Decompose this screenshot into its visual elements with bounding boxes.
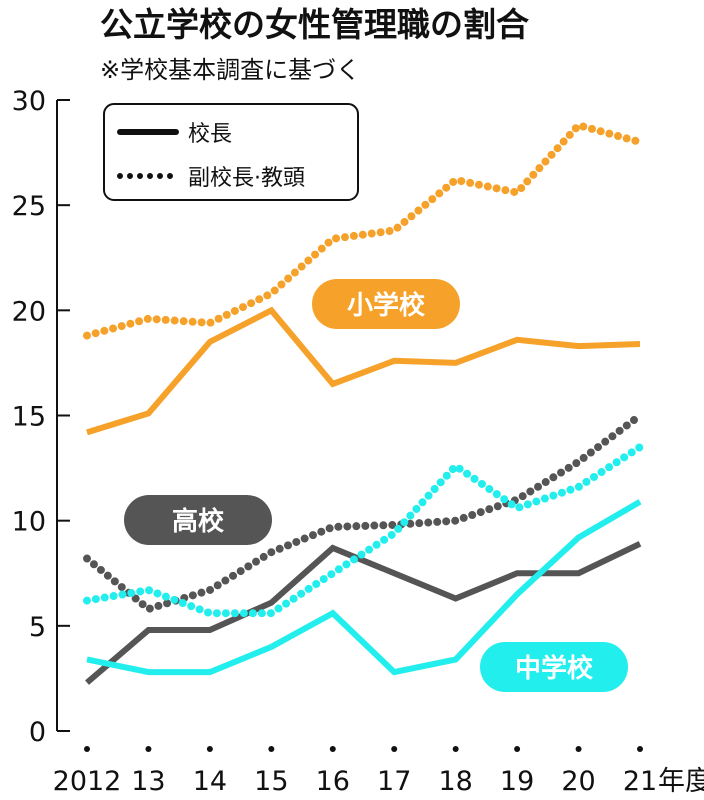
- x-tick-dot: [206, 746, 213, 752]
- x-unit-label: 年度: [658, 766, 704, 797]
- legend: 校長 副校長·教頭: [103, 103, 359, 201]
- x-tick-label: 15: [254, 766, 288, 797]
- series-line-中学校-校長: [86, 499, 642, 676]
- y-tick-label: 0: [29, 717, 46, 748]
- x-tick-dot: [391, 746, 398, 752]
- series-line-小学校-副校長·教頭: [83, 120, 644, 340]
- chart-subtitle: ※学校基本調査に基づく: [100, 56, 360, 84]
- series-line-中学校-副校長·教頭: [83, 443, 644, 618]
- y-tick-label: 30: [12, 86, 46, 117]
- x-tick-dot: [268, 746, 275, 752]
- y-tick-label: 20: [12, 296, 46, 327]
- x-tick-label: 14: [193, 766, 227, 797]
- x-tick-dot: [145, 746, 152, 752]
- series-line-高校-副校長·教頭: [83, 411, 644, 614]
- series-line-小学校-校長: [86, 306, 641, 436]
- x-tick-label: 20: [561, 766, 595, 797]
- x-tick-label: 21: [623, 766, 657, 797]
- group-pill: [124, 495, 272, 545]
- x-tick-label: 2012: [53, 766, 122, 797]
- chart-title: 公立学校の女性管理職の割合: [100, 5, 529, 44]
- legend-label-vice: 副校長·教頭: [188, 166, 305, 191]
- plot-lines: [83, 120, 644, 685]
- y-tick-label: 15: [12, 402, 46, 433]
- x-tick-label: 13: [131, 766, 165, 797]
- x-tick-label: 18: [438, 766, 472, 797]
- group-label: 高校: [172, 506, 225, 537]
- x-tick-dot: [514, 746, 521, 752]
- series-line-高校-校長: [85, 541, 642, 685]
- x-tick-dot: [84, 746, 90, 752]
- x-tick-label: 19: [500, 766, 534, 797]
- group-label: 中学校: [515, 653, 594, 684]
- x-tick-dot: [452, 746, 459, 752]
- x-tick-label: 17: [377, 766, 411, 797]
- x-tick-dot: [575, 746, 582, 752]
- x-tick-dot: [637, 746, 643, 752]
- x-tick-label: 16: [316, 766, 350, 797]
- group-pill: [312, 279, 460, 329]
- y-tick-label: 10: [12, 507, 46, 538]
- group-pill: [480, 642, 628, 692]
- y-tick-label: 5: [29, 612, 46, 643]
- x-tick-dot: [329, 746, 336, 752]
- y-tick-label: 25: [12, 191, 46, 222]
- legend-label-principal: 校長: [188, 122, 232, 147]
- y-axis: 0 5 10 15 20 25 30 2012 13 14 15 16 17 18 19 20 21 年度: [12, 86, 704, 797]
- group-label: 小学校: [347, 290, 426, 321]
